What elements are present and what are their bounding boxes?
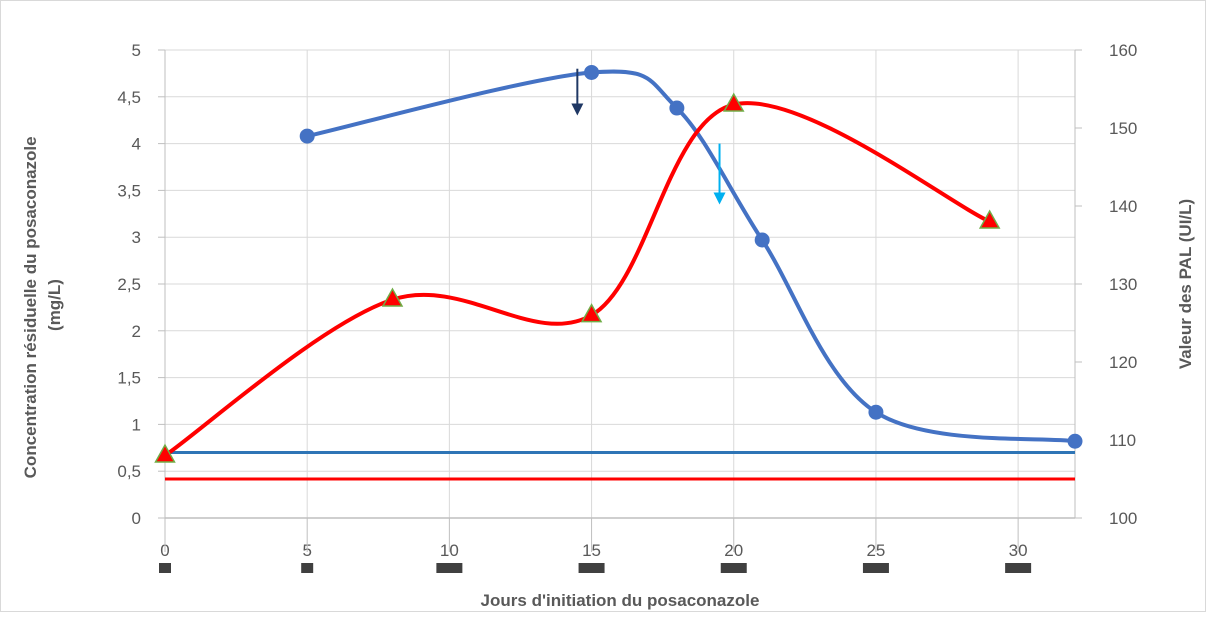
y-right-tick-label: 130 [1109,275,1137,294]
y-axis-right-label: Valeur des PAL (UI/L) [1176,199,1195,369]
series-line-left [305,69,1077,444]
y-left-tick-label: 4,5 [117,88,141,107]
x-axis-label: Jours d'initiation du posaconazole [481,591,760,610]
y-axis-left-label: Concentration résiduelle du posaconazole… [21,132,64,479]
data-point [868,404,884,420]
y-right-tick-label: 160 [1109,41,1137,60]
y-left-tick-label: 5 [132,41,141,60]
data-point [299,128,315,144]
y-left-tick-label: 0 [132,509,141,528]
reference-lines [165,450,1075,481]
y-right-tick-label: 100 [1109,509,1137,528]
y-left-tick-label: 0,5 [117,462,141,481]
y-left-tick-label: 2,5 [117,275,141,294]
x-marker [436,563,463,573]
data-point [978,209,1001,229]
data-point [580,303,603,323]
y-left-tick-label: 1 [132,415,141,434]
data-point [754,232,770,248]
y-right-tick-label: 110 [1109,431,1136,450]
data-point [1067,433,1083,449]
data-point [584,64,600,80]
annotations [571,68,726,205]
annotation-arrow-head [713,192,726,205]
y-right-tick-label: 150 [1109,119,1137,138]
data-point [722,92,745,112]
x-marker [720,563,747,573]
data-point [154,443,176,463]
y-left-tick-label: 3,5 [117,181,141,200]
x-marker [159,563,171,573]
x-marker [301,563,314,573]
x-marker [1005,563,1032,573]
annotation-arrow-head [571,103,584,116]
x-marker [578,563,605,573]
y-right-tick-label: 120 [1109,353,1137,372]
axes: 0 0,5 1 1,5 2 2,5 3 3,5 4 4,5 5 100 110 120 130 140 150 1… [117,41,1137,573]
data-point [381,287,404,307]
y-left-tick-label: 4 [132,135,141,154]
y-right-tick-label: 140 [1109,197,1137,216]
y-left-tick-label: 1,5 [117,369,141,388]
y-left-tick-label: 2 [132,322,141,341]
y-left-tick-label: 3 [132,228,141,247]
x-marker [862,563,889,573]
data-point [669,100,685,116]
series [154,64,1083,463]
